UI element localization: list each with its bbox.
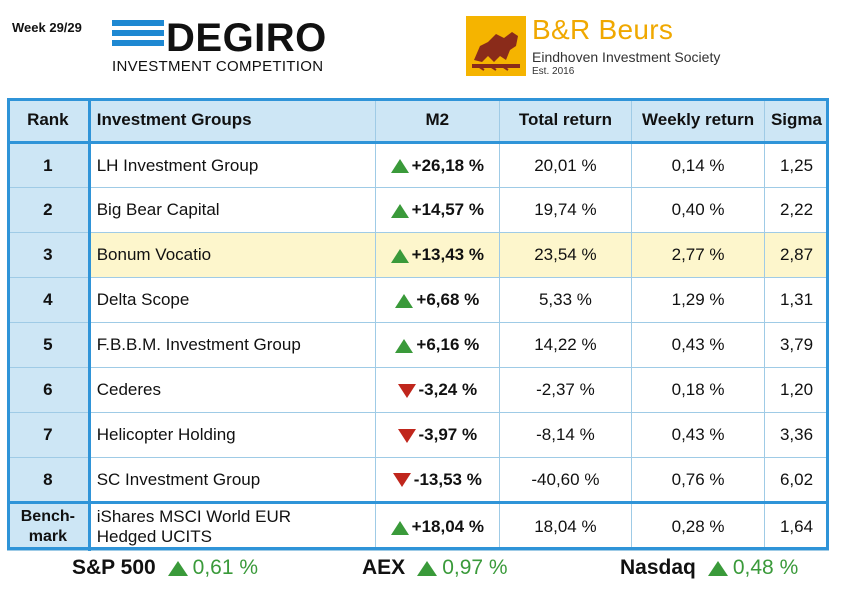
- rank-cell: 5: [7, 322, 91, 368]
- index-nasdaq: Nasdaq 0,48 %: [620, 556, 799, 579]
- group-name-cell: Delta Scope: [88, 277, 377, 323]
- total-return-cell: -40,60 %: [498, 457, 633, 503]
- up-arrow-icon: [390, 203, 409, 218]
- up-arrow-icon: [390, 520, 409, 535]
- group-name-cell: LH Investment Group: [88, 142, 377, 188]
- weekly-return-cell: 2,77 %: [631, 232, 765, 278]
- sigma-cell: 2,22: [763, 187, 830, 233]
- m2-cell: +14,57 %: [375, 187, 500, 233]
- up-arrow-icon: [167, 560, 188, 576]
- weekly-return-cell: 0,14 %: [631, 142, 765, 188]
- sigma-cell: 3,79: [763, 322, 830, 368]
- table-row: 7 Helicopter Holding -3,97 % -8,14 % 0,43 % 3…: [7, 412, 830, 458]
- m2-cell: -3,24 %: [375, 367, 500, 413]
- table-header-row: Rank Investment Groups M2 Total return W…: [7, 98, 830, 144]
- table-row: 2 Big Bear Capital +14,57 % 19,74 % 0,40 % 2,…: [7, 187, 830, 233]
- total-return-cell: -2,37 %: [498, 367, 633, 413]
- total-return-cell: 19,74 %: [498, 187, 633, 233]
- sigma-cell: 1,25: [763, 142, 830, 188]
- weekly-return-cell: 0,18 %: [631, 367, 765, 413]
- m2-cell: +6,16 %: [375, 322, 500, 368]
- rank-cell: 3: [7, 232, 91, 278]
- column-header-sigma: Sigma: [763, 98, 830, 144]
- market-indices: S&P 500 0,61 % AEX 0,97 % Nasdaq 0,48 %: [0, 556, 842, 586]
- degiro-wordmark: DEGIRO: [166, 16, 327, 60]
- benchmark-label: Bench- mark: [7, 501, 91, 551]
- table-row: 8 SC Investment Group -13,53 % -40,60 % 0,76…: [7, 457, 830, 503]
- column-header-m2: M2: [375, 98, 500, 144]
- benchmark-sigma: 1,64: [763, 501, 830, 551]
- group-name-cell: F.B.B.M. Investment Group: [88, 322, 377, 368]
- group-name-cell: SC Investment Group: [88, 457, 377, 503]
- weekly-return-cell: 1,29 %: [631, 277, 765, 323]
- sigma-cell: 2,87: [763, 232, 830, 278]
- table-row: 4 Delta Scope +6,68 % 5,33 % 1,29 % 1,31: [7, 277, 830, 323]
- down-arrow-icon: [397, 383, 416, 398]
- up-arrow-icon: [707, 560, 728, 576]
- degiro-logo: DEGIRO INVESTMENT COMPETITION: [112, 16, 344, 75]
- benchmark-name: iShares MSCI World EUR Hedged UCITS: [88, 501, 377, 551]
- table-row: 1 LH Investment Group +26,18 % 20,01 % 0,14 …: [7, 142, 830, 188]
- society-established: Est. 2016: [532, 66, 575, 77]
- rank-cell: 8: [7, 457, 91, 503]
- total-return-cell: 20,01 %: [498, 142, 633, 188]
- sigma-cell: 6,02: [763, 457, 830, 503]
- society-subtitle: Eindhoven Investment Society: [532, 49, 721, 65]
- up-arrow-icon: [390, 159, 409, 174]
- weekly-return-cell: 0,43 %: [631, 322, 765, 368]
- up-arrow-icon: [390, 248, 409, 263]
- total-return-cell: 23,54 %: [498, 232, 633, 278]
- up-arrow-icon: [417, 560, 438, 576]
- degiro-subtitle: INVESTMENT COMPETITION: [112, 58, 324, 75]
- sigma-cell: 3,36: [763, 412, 830, 458]
- rank-cell: 7: [7, 412, 91, 458]
- m2-cell: -13,53 %: [375, 457, 500, 503]
- rank-cell: 1: [7, 142, 91, 188]
- degiro-stripes-icon: [112, 20, 164, 56]
- total-return-cell: -8,14 %: [498, 412, 633, 458]
- table-row: 6 Cederes -3,24 % -2,37 % 0,18 % 1,20: [7, 367, 830, 413]
- up-arrow-icon: [395, 293, 414, 308]
- weekly-return-cell: 0,40 %: [631, 187, 765, 233]
- m2-cell: +26,18 %: [375, 142, 500, 188]
- bull-bear-logo-icon: [466, 16, 526, 76]
- group-name-cell: Cederes: [88, 367, 377, 413]
- ranking-table: Rank Investment Groups M2 Total return W…: [7, 98, 830, 551]
- rank-cell: 6: [7, 367, 91, 413]
- week-indicator: Week 29/29: [12, 20, 82, 35]
- group-name-cell: Big Bear Capital: [88, 187, 377, 233]
- sigma-cell: 1,20: [763, 367, 830, 413]
- column-header-weekly-return: Weekly return: [631, 98, 765, 144]
- table-row: 3 Bonum Vocatio +13,43 % 23,54 % 2,77 % 2,87: [7, 232, 830, 278]
- m2-cell: -3,97 %: [375, 412, 500, 458]
- index-sp500: S&P 500 0,61 %: [72, 556, 259, 579]
- down-arrow-icon: [392, 473, 411, 488]
- benchmark-m2: +18,04 %: [375, 501, 500, 551]
- m2-cell: +13,43 %: [375, 232, 500, 278]
- column-header-groups: Investment Groups: [88, 98, 377, 144]
- weekly-return-cell: 0,43 %: [631, 412, 765, 458]
- m2-cell: +6,68 %: [375, 277, 500, 323]
- rank-cell: 2: [7, 187, 91, 233]
- group-name-cell: Helicopter Holding: [88, 412, 377, 458]
- sigma-cell: 1,31: [763, 277, 830, 323]
- index-aex: AEX 0,97 %: [362, 556, 508, 579]
- total-return-cell: 14,22 %: [498, 322, 633, 368]
- benchmark-weekly-return: 0,28 %: [631, 501, 765, 551]
- society-title: B&R Beurs: [532, 14, 674, 45]
- total-return-cell: 5,33 %: [498, 277, 633, 323]
- up-arrow-icon: [395, 338, 414, 353]
- down-arrow-icon: [397, 428, 416, 443]
- benchmark-row: Bench- mark iShares MSCI World EUR Hedge…: [7, 501, 830, 551]
- benchmark-total-return: 18,04 %: [498, 501, 633, 551]
- weekly-return-cell: 0,76 %: [631, 457, 765, 503]
- rank-cell: 4: [7, 277, 91, 323]
- column-header-rank: Rank: [7, 98, 91, 144]
- column-header-total-return: Total return: [498, 98, 633, 144]
- group-name-cell: Bonum Vocatio: [88, 232, 377, 278]
- table-row: 5 F.B.B.M. Investment Group +6,16 % 14,22 %…: [7, 322, 830, 368]
